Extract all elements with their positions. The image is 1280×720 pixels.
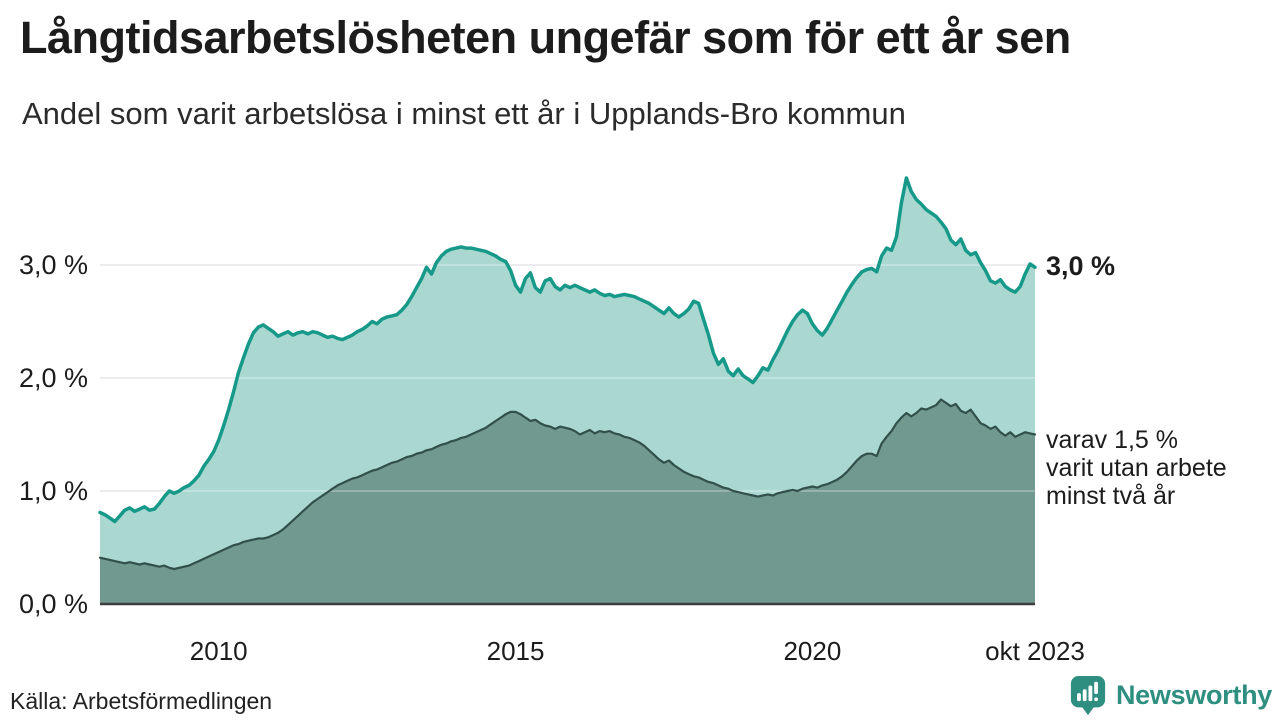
y-tick-label-1,0: 1,0 %	[18, 476, 88, 506]
x-tick-label-okt-2023: okt 2023	[985, 636, 1085, 666]
arbetslosa-minst-ett-ar-line	[98, 176, 1037, 524]
logo-bar-3	[1088, 685, 1093, 702]
page-title: Långtidsarbetslösheten ungefär som för e…	[20, 12, 1071, 63]
x-tick-label-2020: 2020	[783, 636, 842, 666]
logo-bubble-shape	[1070, 676, 1106, 715]
end-value-label: 3,0 %	[1046, 251, 1116, 281]
x-tick-label-2015: 2015	[486, 636, 545, 666]
logo-exclamation-dot	[1094, 697, 1098, 702]
y-tick-label-3,0: 3,0 %	[18, 250, 88, 280]
logo-bar-1	[1077, 693, 1081, 702]
varav-utan-arbete-minst-tva-ar-area	[100, 399, 1035, 604]
logo-exclamation-bar	[1094, 681, 1098, 695]
newsworthy-logo-icon	[1070, 676, 1106, 715]
newsworthy-logo[interactable]: Newsworthy	[1069, 674, 1272, 716]
x-tick-label-2010: 2010	[189, 636, 248, 666]
y-tick-label-2,0: 2,0 %	[18, 363, 88, 393]
subset-annotation: varav 1,5 % varit utan arbete minst två …	[1046, 426, 1227, 510]
newsworthy-logo-text: Newsworthy	[1115, 679, 1272, 710]
source-note: Källa: Arbetsförmedlingen	[10, 688, 273, 714]
page-subtitle: Andel som varit arbetslösa i minst ett å…	[22, 96, 906, 131]
varav-utan-arbete-minst-tva-ar-line	[98, 398, 1037, 571]
y-tick-label-0,0: 0,0 %	[18, 589, 88, 619]
logo-bar-2	[1082, 689, 1087, 702]
